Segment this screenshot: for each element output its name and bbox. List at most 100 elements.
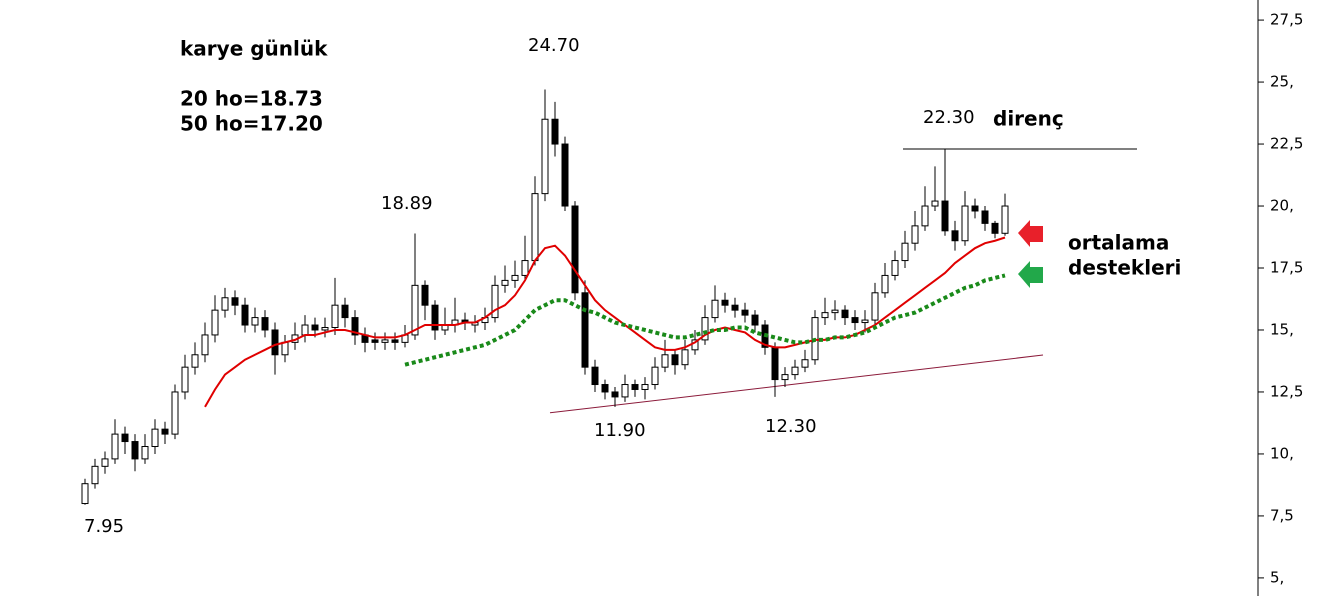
candle-body (841, 309, 849, 319)
candle-body (301, 324, 309, 336)
candle-body (791, 366, 799, 376)
candle-body (151, 428, 159, 448)
candle-body (821, 312, 829, 319)
candle-body (601, 384, 609, 393)
candle-body (351, 317, 359, 336)
candle-body (651, 366, 659, 386)
y-tick-label: 27,5 (1270, 11, 1303, 29)
y-tick-label: 25, (1270, 73, 1294, 91)
candle-body (381, 339, 389, 343)
candle-body (111, 433, 119, 460)
candle-body (901, 242, 909, 262)
candle-body (201, 334, 209, 356)
candle-body (661, 354, 669, 368)
candle-body (621, 384, 629, 398)
candle-body (711, 299, 719, 319)
candle-body (611, 391, 619, 398)
candle-body (991, 222, 999, 234)
candle-body (521, 260, 529, 276)
candle-body (231, 297, 239, 306)
y-tick-label: 7,5 (1270, 506, 1294, 524)
candle-body (861, 319, 869, 324)
candle-body (181, 366, 189, 393)
chart-title: karye günlük (180, 37, 328, 61)
annotation: 18.89 (381, 193, 433, 214)
annotation: 22.30 (923, 107, 975, 128)
candle-body (551, 118, 559, 145)
candle-body (851, 317, 859, 324)
candle-body (141, 446, 149, 460)
candle-body (161, 428, 169, 435)
candle-body (211, 309, 219, 336)
candle-body (171, 391, 179, 435)
candle-body (371, 339, 379, 343)
candle-body (391, 339, 399, 343)
candle-body (771, 346, 779, 381)
candle-body (271, 329, 279, 356)
candle-body (891, 260, 899, 276)
y-tick-label: 17,5 (1270, 259, 1303, 277)
legend-entry: 20 ho=18.73 (180, 87, 323, 111)
y-tick-label: 5, (1270, 568, 1284, 586)
candle-body (191, 354, 199, 368)
candle-body (331, 304, 339, 329)
candle-body (701, 317, 709, 341)
candle-body (971, 205, 979, 212)
candle-body (421, 284, 429, 306)
y-tick-label: 20, (1270, 197, 1294, 215)
candle-body (911, 225, 919, 244)
candle-body (871, 292, 879, 321)
annotation: direnç (993, 107, 1064, 131)
trendline (549, 354, 1044, 414)
candle-body (101, 458, 109, 467)
moving-average (404, 273, 1006, 367)
annotation: ortalama (1068, 231, 1169, 255)
candle-body (311, 324, 319, 331)
annotation: destekleri (1068, 256, 1181, 280)
candle-body (281, 341, 289, 356)
candle-body (801, 359, 809, 368)
candle-body (591, 366, 599, 386)
candle-body (731, 304, 739, 311)
candle-body (951, 230, 959, 242)
candle-body (641, 384, 649, 390)
legend-entry: 50 ho=17.20 (180, 112, 323, 136)
candle-body (831, 309, 839, 314)
candle-body (491, 284, 499, 319)
candle-body (561, 143, 569, 207)
candle-body (531, 193, 539, 262)
candle-body (681, 349, 689, 366)
candle-body (91, 465, 99, 485)
y-tick-label: 12,5 (1270, 382, 1303, 400)
candle-body (121, 433, 129, 443)
candle-body (671, 354, 679, 366)
candle-body (131, 441, 139, 460)
arrow (1018, 220, 1043, 247)
candle-body (341, 304, 349, 319)
candle-body (431, 304, 439, 331)
annotation: 12.30 (765, 416, 817, 437)
annotation: 24.70 (528, 35, 580, 56)
candle-body (251, 317, 259, 326)
candle-body (501, 279, 509, 286)
candle-body (571, 205, 579, 294)
moving-average (204, 236, 1006, 408)
candle-body (741, 309, 749, 316)
candle-body (931, 200, 939, 207)
arrow (1018, 261, 1043, 288)
candle-body (321, 327, 329, 331)
candle-body (721, 299, 729, 306)
candle-body (581, 292, 589, 368)
annotation: 11.90 (594, 420, 646, 441)
y-tick-label: 10, (1270, 444, 1294, 462)
candle-body (921, 205, 929, 227)
candle-body (881, 274, 889, 294)
candle-body (751, 314, 759, 326)
annotation: 7.95 (84, 516, 124, 537)
candle-body (961, 205, 969, 242)
candle-body (81, 483, 89, 505)
candle-body (541, 118, 549, 195)
y-tick-label: 22,5 (1270, 135, 1303, 153)
